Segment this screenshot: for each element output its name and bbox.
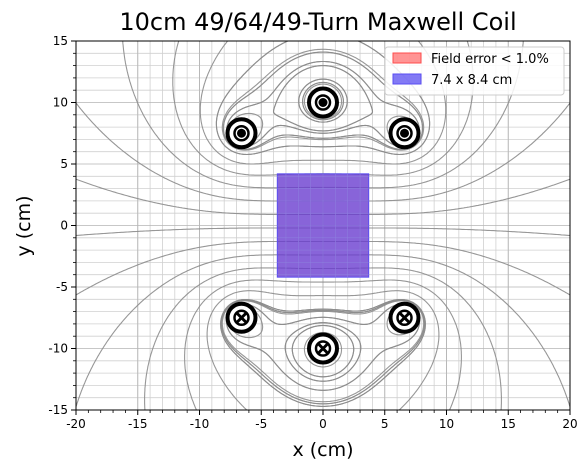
field-line	[323, 279, 462, 410]
chart-title: 10cm 49/64/49-Turn Maxwell Coil	[119, 8, 516, 36]
coil-out	[307, 86, 339, 119]
coil-in	[225, 301, 258, 334]
x-tick-label: 15	[501, 417, 516, 431]
x-tick-label: -20	[66, 417, 86, 431]
field-line	[206, 290, 323, 410]
y-tick-label: 5	[60, 157, 68, 171]
field-line	[291, 324, 355, 378]
coil-cross-b	[398, 311, 411, 324]
coil-in	[388, 301, 421, 334]
field-line	[323, 254, 570, 409]
field-line	[303, 83, 343, 120]
coil-out	[388, 117, 421, 150]
uniform-box	[276, 173, 370, 278]
y-tick-label: 15	[53, 34, 68, 48]
coil-dot	[318, 98, 328, 107]
y-tick-label: -15	[48, 403, 68, 417]
field-line	[221, 300, 425, 403]
field-line	[76, 102, 323, 202]
x-tick-label: 10	[439, 417, 454, 431]
legend-swatch-box	[392, 73, 422, 85]
field-line	[144, 267, 324, 410]
field-line	[323, 102, 570, 202]
y-tick-label: -10	[48, 342, 68, 356]
legend-frame	[384, 46, 565, 96]
field-line	[220, 298, 426, 407]
x-tick-label: 5	[381, 417, 389, 431]
field-line	[302, 81, 344, 121]
field-line	[221, 48, 425, 151]
legend-swatch-error	[392, 52, 422, 64]
coils	[225, 86, 421, 365]
x-tick-label: -10	[190, 417, 210, 431]
coil-dot	[236, 128, 246, 138]
field-line	[221, 299, 425, 405]
x-axis-label: x (cm)	[292, 439, 353, 461]
field-line	[215, 41, 431, 156]
field-line	[225, 303, 421, 391]
x-tick-label: 20	[562, 417, 577, 431]
coil-in	[307, 332, 339, 365]
legend: Field error < 1.0% 7.4 x 8.4 cm	[384, 46, 565, 96]
coil-cross-b	[235, 311, 248, 324]
coil-cross-b	[316, 342, 330, 355]
x-tick-label: -5	[255, 417, 267, 431]
field-line	[76, 254, 323, 409]
field-line	[323, 290, 440, 410]
field-line	[199, 41, 323, 165]
field-line	[284, 322, 362, 382]
field-line	[303, 331, 343, 368]
field-line	[122, 41, 323, 189]
y-tick-label: 0	[60, 219, 68, 233]
legend-label-error: Field error < 1.0%	[431, 52, 549, 67]
field-line	[184, 279, 323, 410]
x-tick-label: 0	[319, 417, 327, 431]
y-axis-label: y (cm)	[13, 195, 35, 256]
coil-out	[225, 117, 258, 150]
field-line	[298, 78, 348, 123]
y-tick-label: -5	[56, 280, 68, 294]
coil-dot	[400, 128, 410, 138]
legend-label-box: 7.4 x 8.4 cm	[431, 73, 512, 88]
field-line	[272, 65, 374, 132]
x-tick-label: -15	[128, 417, 148, 431]
y-tick-label: 10	[53, 96, 68, 110]
field-line	[322, 267, 502, 410]
